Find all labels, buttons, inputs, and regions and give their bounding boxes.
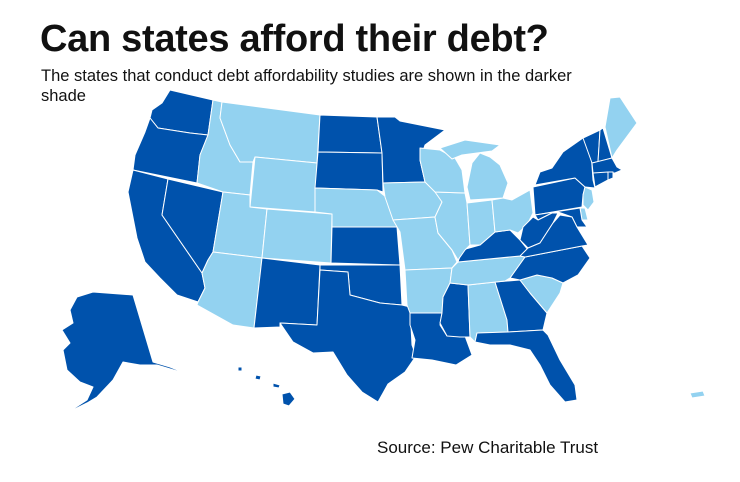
state-ks [330, 226, 401, 266]
source-note: Source: Pew Charitable Trust [377, 438, 599, 457]
state-nd [317, 114, 383, 154]
state-in [466, 199, 496, 246]
state-nc [509, 245, 591, 284]
map-title: Can states afford their debt? [40, 18, 549, 60]
state-wy [249, 156, 318, 213]
state-sd [314, 151, 384, 193]
state-hi [237, 366, 296, 407]
state-nj [582, 186, 595, 211]
state-nm [253, 257, 321, 329]
state-pr [689, 390, 706, 399]
state-oh [491, 189, 534, 234]
state-ri [607, 171, 614, 181]
state-mn [376, 116, 446, 184]
state-ct [592, 171, 609, 188]
state-il [434, 191, 471, 261]
state-mt [219, 101, 321, 164]
state-ny [534, 137, 596, 189]
state-tx [279, 269, 417, 403]
map-subtitle: The states that conduct debt affordabili… [41, 67, 572, 105]
state-co [261, 208, 333, 264]
state-ak [61, 291, 208, 414]
state-me [604, 96, 638, 159]
state-fl [474, 329, 578, 403]
state-va [519, 214, 589, 258]
state-mi [439, 139, 509, 201]
state-az [196, 251, 263, 329]
